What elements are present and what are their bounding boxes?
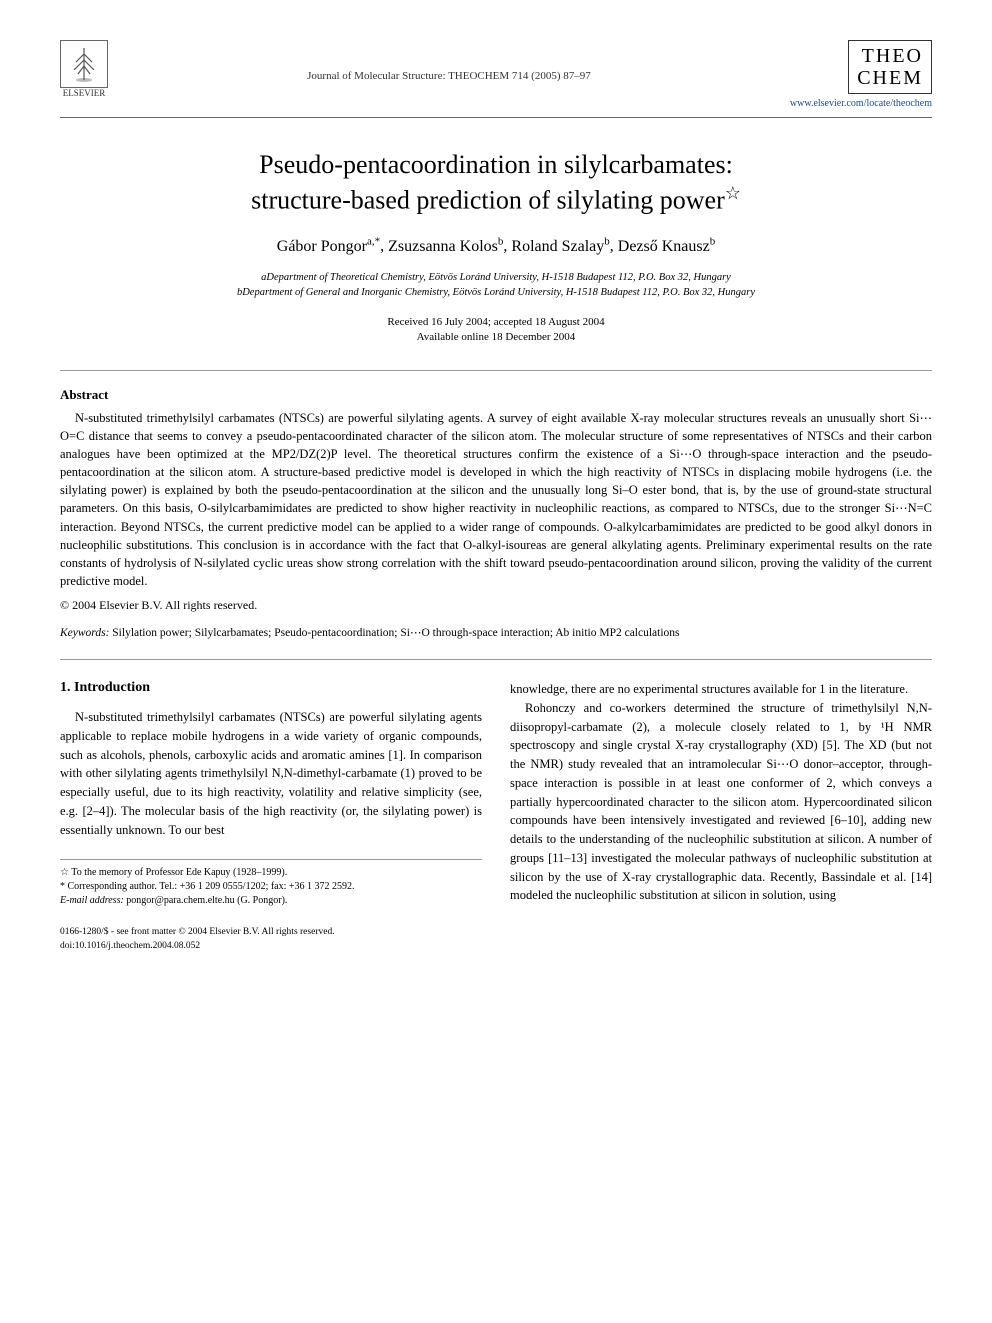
title-line2: structure-based prediction of silylating…	[251, 185, 725, 214]
intro-para-2: Rohonczy and co-workers determined the s…	[510, 699, 932, 905]
doi-line: doi:10.1016/j.theochem.2004.08.052	[60, 940, 932, 953]
footnotes: ☆ To the memory of Professor Ede Kapuy (…	[60, 859, 482, 908]
divider	[60, 370, 932, 371]
elsevier-tree-icon	[60, 40, 108, 88]
intro-para-1-cont: knowledge, there are no experimental str…	[510, 680, 932, 699]
available-online: Available online 18 December 2004	[60, 330, 932, 345]
email-value: pongor@para.chem.elte.hu (G. Pongor).	[124, 895, 288, 906]
journal-url[interactable]: www.elsevier.com/locate/theochem	[790, 98, 932, 109]
title-footnote-star: ☆	[725, 183, 741, 203]
brand-line1: THEO	[857, 45, 923, 67]
keywords-text: Silylation power; Silylcarbamates; Pseud…	[109, 627, 679, 639]
copyright-line: © 2004 Elsevier B.V. All rights reserved…	[60, 598, 932, 613]
journal-citation: Journal of Molecular Structure: THEOCHEM…	[108, 40, 790, 82]
footnote-corresponding: * Corresponding author. Tel.: +36 1 209 …	[60, 880, 482, 894]
keywords: Keywords: Silylation power; Silylcarbama…	[60, 625, 932, 639]
keywords-label: Keywords:	[60, 627, 109, 639]
issn-line: 0166-1280/$ - see front matter © 2004 El…	[60, 926, 932, 939]
author-2: Zsuzsanna Kolosb	[388, 238, 503, 255]
received-accepted: Received 16 July 2004; accepted 18 Augus…	[60, 315, 932, 330]
footnote-email: E-mail address: pongor@para.chem.elte.hu…	[60, 894, 482, 908]
article-title: Pseudo-pentacoordination in silylcarbama…	[60, 148, 932, 217]
affiliation-a: aDepartment of Theoretical Chemistry, Eö…	[60, 270, 932, 286]
journal-brand-box: THEO CHEM	[848, 40, 932, 94]
author-3: Roland Szalayb	[511, 238, 609, 255]
affiliations: aDepartment of Theoretical Chemistry, Eö…	[60, 270, 932, 302]
email-label: E-mail address:	[60, 895, 124, 906]
right-column: knowledge, there are no experimental str…	[510, 680, 932, 908]
title-line1: Pseudo-pentacoordination in silylcarbama…	[259, 150, 733, 179]
author-4: Dezső Knauszb	[618, 238, 715, 255]
footnote-dedication: ☆ To the memory of Professor Ede Kapuy (…	[60, 866, 482, 880]
bottom-metadata: 0166-1280/$ - see front matter © 2004 El…	[60, 926, 932, 953]
affiliation-b: bDepartment of General and Inorganic Che…	[60, 285, 932, 301]
journal-brand: THEO CHEM www.elsevier.com/locate/theoch…	[790, 40, 932, 109]
author-list: Gábor Pongora,*, Zsuzsanna Kolosb, Rolan…	[60, 235, 932, 255]
intro-para-1: N-substituted trimethylsilyl carbamates …	[60, 708, 482, 839]
article-dates: Received 16 July 2004; accepted 18 Augus…	[60, 315, 932, 346]
abstract-heading: Abstract	[60, 387, 932, 403]
divider	[60, 659, 932, 660]
brand-line2: CHEM	[857, 67, 923, 89]
abstract-text: N-substituted trimethylsilyl carbamates …	[60, 409, 932, 590]
publisher-name: ELSEVIER	[63, 88, 106, 98]
page-header: ELSEVIER Journal of Molecular Structure:…	[60, 40, 932, 118]
publisher-logo: ELSEVIER	[60, 40, 108, 98]
body-columns: 1. Introduction N-substituted trimethyls…	[60, 680, 932, 908]
left-column: 1. Introduction N-substituted trimethyls…	[60, 680, 482, 908]
author-1: Gábor Pongora,*	[277, 238, 380, 255]
section-1-heading: 1. Introduction	[60, 680, 482, 696]
